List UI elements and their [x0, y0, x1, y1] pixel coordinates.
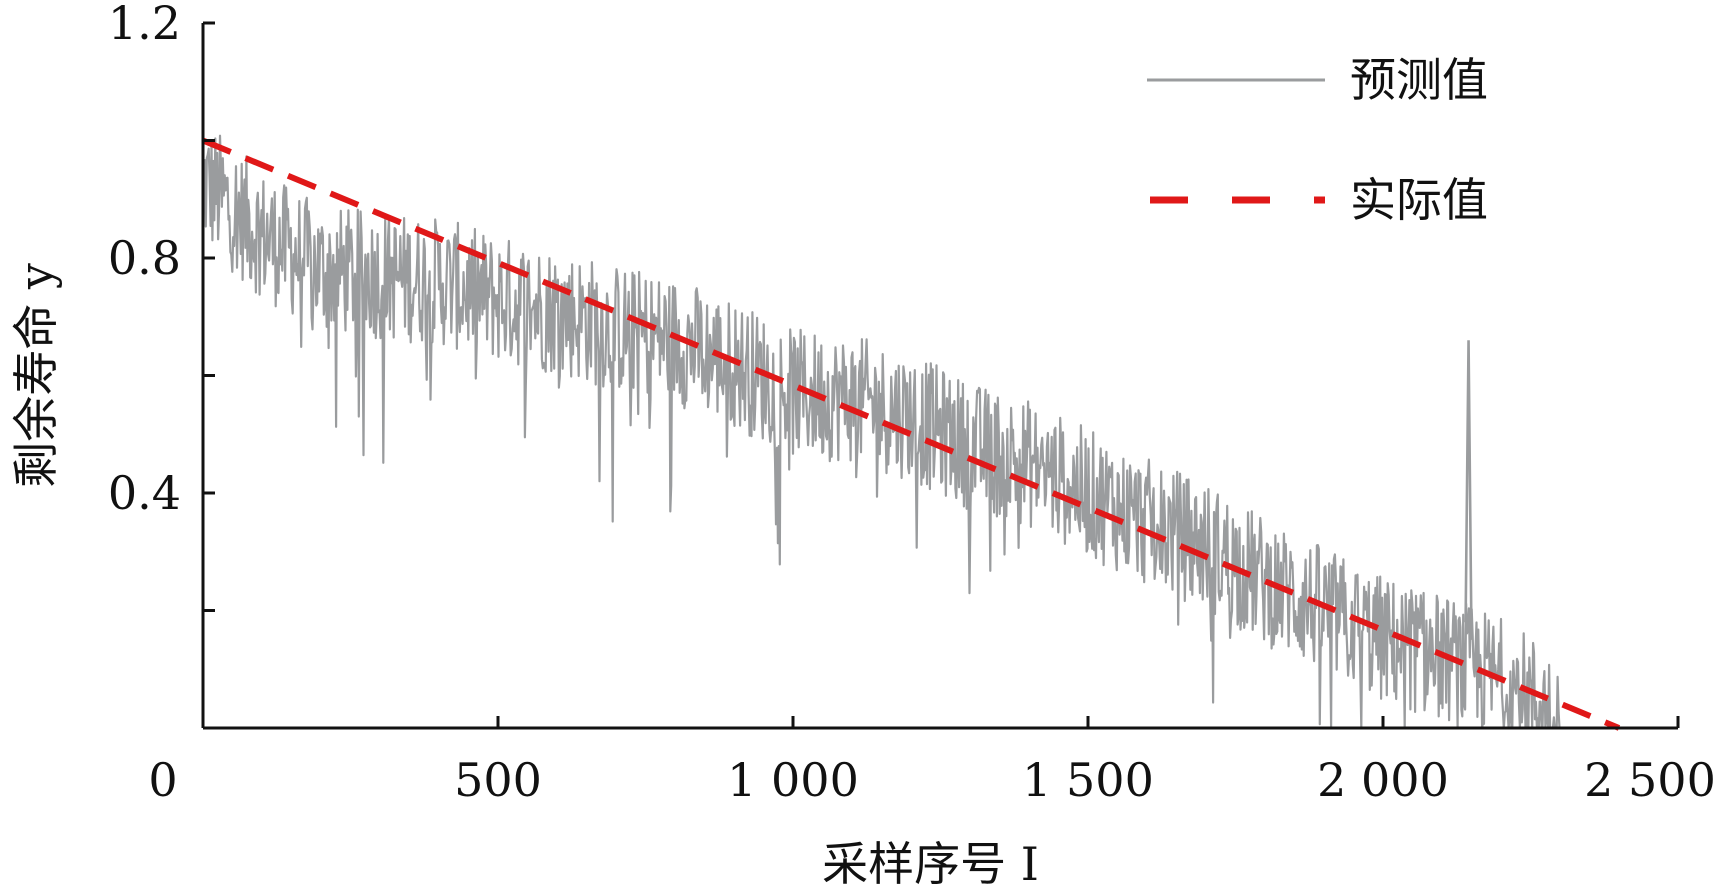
- y-ticks: 0.4 0.8 1.2: [108, 0, 215, 612]
- y-tick-label: 1.2: [108, 0, 181, 50]
- x-ticks: 0 500 1 000 1 500 2 000 2 500: [148, 716, 1716, 807]
- legend: 预测值 实际值: [1147, 53, 1488, 227]
- predicted-line: [201, 134, 1561, 730]
- x-tick-label: 500: [454, 753, 542, 807]
- actual-line: [201, 137, 1621, 731]
- actual-series: [201, 137, 1621, 731]
- x-tick-label: 1 500: [1022, 753, 1154, 807]
- x-tick-label: 2 500: [1584, 753, 1716, 807]
- x-tick-label: 2 000: [1317, 753, 1449, 807]
- x-tick-label: 0: [148, 753, 177, 807]
- x-axis-title: 采样序号 I: [822, 837, 1039, 891]
- legend-label-actual: 实际值: [1350, 173, 1488, 227]
- y-tick-label: 0.4: [108, 466, 181, 520]
- legend-label-predicted: 预测值: [1350, 53, 1488, 107]
- y-tick-label: 0.8: [108, 231, 181, 285]
- y-axis-title: 剩余寿命 y: [9, 263, 63, 488]
- x-tick-label: 1 000: [727, 753, 859, 807]
- predicted-spike: [1464, 340, 1473, 640]
- predicted-series: [201, 134, 1561, 730]
